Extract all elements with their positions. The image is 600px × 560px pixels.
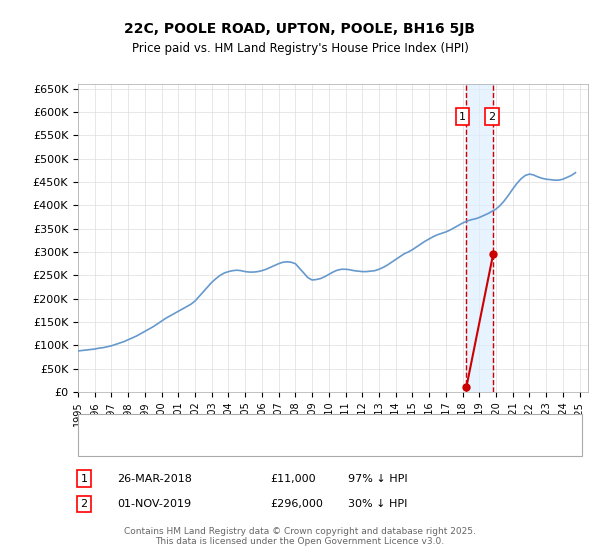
- Text: HPI: Average price, detached house, Dorset: HPI: Average price, detached house, Dors…: [111, 440, 338, 450]
- Text: 22C, POOLE ROAD, UPTON, POOLE, BH16 5JB (detached house): 22C, POOLE ROAD, UPTON, POOLE, BH16 5JB …: [111, 421, 441, 431]
- Text: 1: 1: [80, 474, 88, 484]
- Text: 2: 2: [80, 499, 88, 509]
- Text: 30% ↓ HPI: 30% ↓ HPI: [348, 499, 407, 509]
- Text: 01-NOV-2019: 01-NOV-2019: [117, 499, 191, 509]
- Text: 22C, POOLE ROAD, UPTON, POOLE, BH16 5JB: 22C, POOLE ROAD, UPTON, POOLE, BH16 5JB: [125, 22, 476, 36]
- Text: —: —: [90, 417, 107, 435]
- Text: Contains HM Land Registry data © Crown copyright and database right 2025.
This d: Contains HM Land Registry data © Crown c…: [124, 526, 476, 546]
- Text: 2: 2: [488, 111, 496, 122]
- Text: Price paid vs. HM Land Registry's House Price Index (HPI): Price paid vs. HM Land Registry's House …: [131, 42, 469, 55]
- Text: £11,000: £11,000: [270, 474, 316, 484]
- Text: 97% ↓ HPI: 97% ↓ HPI: [348, 474, 407, 484]
- Bar: [466, 84, 493, 392]
- Text: 1: 1: [459, 111, 466, 122]
- Text: —: —: [90, 436, 107, 454]
- Text: 26-MAR-2018: 26-MAR-2018: [117, 474, 192, 484]
- Text: £296,000: £296,000: [270, 499, 323, 509]
